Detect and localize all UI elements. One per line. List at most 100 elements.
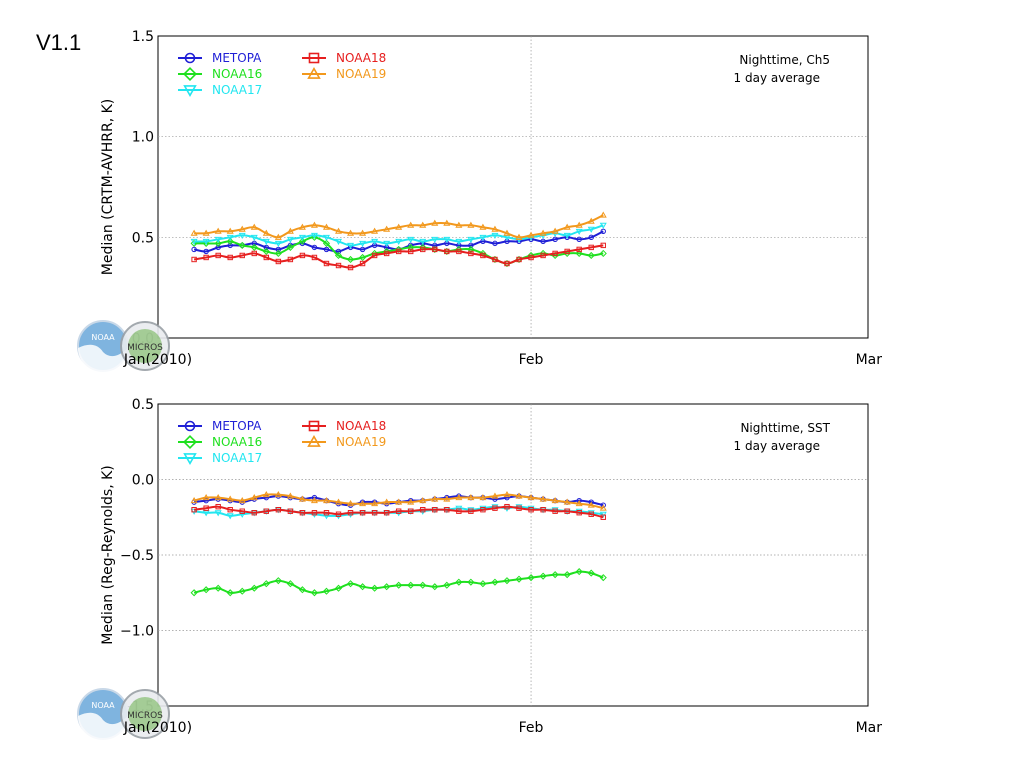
data-point: [322, 496, 330, 504]
data-point: [516, 256, 522, 263]
y-tick-label: 1.0: [132, 130, 154, 146]
data-point: [564, 248, 570, 255]
data-point: [563, 223, 571, 230]
data-point: [250, 234, 258, 241]
data-point: [286, 243, 294, 251]
data-point: [190, 496, 198, 504]
data-point: [551, 571, 559, 579]
data-point: [311, 254, 318, 261]
data-point: [383, 240, 391, 248]
data-point: [492, 505, 498, 511]
data-point: [359, 229, 367, 236]
data-point: [395, 508, 402, 514]
data-point: [443, 219, 451, 226]
data-point: [479, 505, 487, 512]
data-point: [599, 249, 607, 258]
data-point: [588, 234, 594, 241]
data-point: [191, 256, 197, 263]
data-point: [238, 587, 246, 595]
data-point: [599, 211, 607, 218]
micros-logo-text: MICROS: [127, 711, 163, 721]
data-point: [576, 236, 582, 243]
data-point: [238, 241, 246, 249]
data-point: [527, 505, 535, 512]
data-point: [215, 252, 221, 259]
data-point: [311, 510, 318, 516]
data-point: [286, 227, 294, 234]
data-point: [287, 508, 294, 514]
data-point: [504, 503, 510, 510]
data-point: [539, 572, 547, 580]
data-point: [395, 248, 402, 255]
data-point: [323, 260, 330, 267]
legend-marker-icon: [307, 434, 321, 447]
legend-marker-icon: [183, 67, 197, 81]
data-point: [407, 581, 415, 589]
annotation-text: Nighttime, Ch5: [739, 53, 830, 67]
legend-marker-icon: [308, 420, 320, 432]
legend-item-metopa: METOPA: [178, 419, 262, 433]
data-point: [431, 583, 439, 591]
data-point: [323, 510, 330, 516]
data-point: [335, 262, 342, 269]
data-point: [238, 496, 246, 504]
data-point: [359, 240, 367, 248]
data-point: [575, 500, 583, 507]
noaa-logo-text: NOAA: [91, 701, 115, 710]
data-point: [528, 254, 534, 261]
legend-item-noaa19: NOAA19: [302, 66, 386, 81]
data-point: [443, 495, 451, 502]
data-point: [202, 493, 210, 501]
data-point: [215, 244, 221, 251]
data-point: [588, 511, 594, 517]
data-point: [347, 500, 355, 507]
data-point: [335, 511, 342, 517]
data-point: [226, 513, 234, 520]
data-point: [190, 589, 198, 597]
legend-item-noaa18: NOAA18: [302, 419, 386, 433]
y-tick-label: 1.5: [132, 29, 154, 45]
y-tick-label: 0.0: [132, 473, 154, 489]
data-point: [335, 238, 343, 246]
data-point: [263, 508, 270, 514]
data-point: [551, 507, 559, 514]
data-point: [455, 493, 463, 501]
data-point: [419, 238, 427, 246]
data-point: [408, 508, 414, 514]
series-noaa18: [191, 242, 606, 271]
data-point: [214, 239, 222, 247]
data-point: [238, 511, 246, 518]
data-point: [467, 236, 475, 243]
data-point: [552, 508, 558, 514]
data-point: [203, 505, 209, 511]
legend-item-noaa18: NOAA18: [302, 51, 386, 65]
data-point: [214, 227, 222, 234]
y-axis-label: Median (Reg-Reynolds, K): [100, 465, 116, 645]
data-point: [311, 244, 318, 251]
data-point: [516, 505, 522, 511]
data-point: [190, 238, 198, 246]
legend: METOPA NOAA16 NOAA17 NOAA18 NOAA19: [178, 419, 386, 466]
data-point: [274, 249, 282, 258]
legend-label: NOAA17: [212, 451, 262, 465]
data-point: [456, 508, 462, 514]
chart-panel-ch5: 0.00.51.01.5NOAAMICROSJan(2010)FebMarMed…: [77, 29, 882, 373]
data-point: [227, 507, 233, 513]
data-point: [419, 581, 427, 589]
data-point: [203, 254, 209, 261]
data-point: [395, 581, 403, 589]
annotation-text: Nighttime, SST: [740, 421, 830, 435]
data-point: [203, 248, 209, 255]
data-point: [274, 240, 282, 248]
data-point: [335, 498, 343, 505]
series-noaa19: [190, 490, 607, 511]
data-point: [383, 510, 390, 516]
y-axis-label: Median (CRTM-AVHRR, K): [100, 99, 116, 275]
data-point: [262, 247, 270, 255]
data-point: [286, 236, 294, 243]
data-point: [323, 246, 330, 253]
data-point: [479, 223, 487, 230]
data-point: [226, 227, 234, 234]
data-point: [251, 510, 257, 516]
data-point: [226, 589, 234, 597]
